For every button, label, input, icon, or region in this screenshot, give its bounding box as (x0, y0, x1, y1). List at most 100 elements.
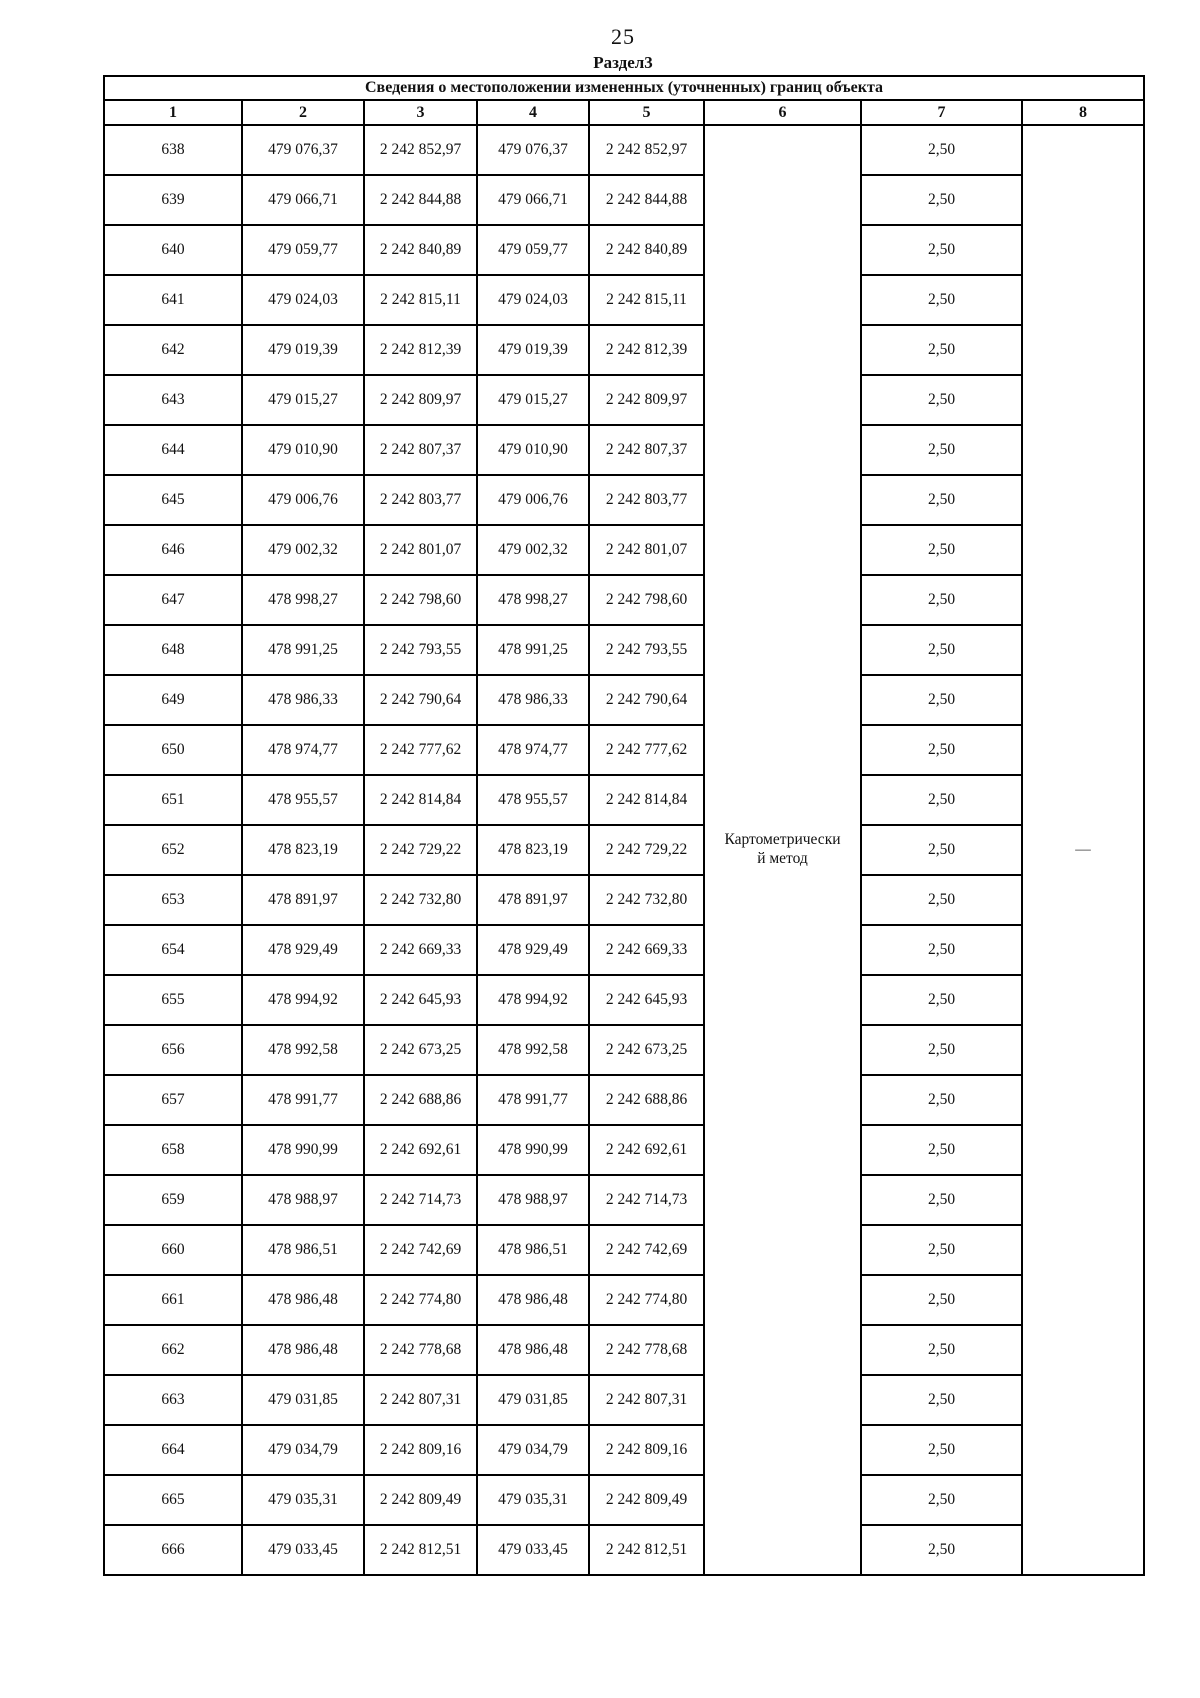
table-row: 652 478 823,19 2 242 729,22 478 823,19 2 242… (103, 824, 1144, 876)
point-number-cell: 645 (103, 474, 243, 526)
accuracy-cell: 2,50 (860, 1074, 1023, 1126)
column-number-4: 4 (476, 99, 590, 126)
point-number-cell: 655 (103, 974, 243, 1026)
y-updated-cell: 2 242 803,77 (588, 474, 705, 526)
y-updated-cell: 2 242 645,93 (588, 974, 705, 1026)
y-updated-cell: 2 242 844,88 (588, 174, 705, 226)
accuracy-cell: 2,50 (860, 274, 1023, 326)
x-existing-cell: 478 990,99 (241, 1124, 365, 1176)
x-updated-cell: 478 998,27 (476, 574, 590, 626)
y-existing-cell: 2 242 807,37 (363, 424, 478, 476)
y-existing-cell: 2 242 809,16 (363, 1424, 478, 1476)
accuracy-cell: 2,50 (860, 1374, 1023, 1426)
x-updated-cell: 479 033,45 (476, 1524, 590, 1576)
y-updated-cell: 2 242 673,25 (588, 1024, 705, 1076)
table-row: 664 479 034,79 2 242 809,16 479 034,79 2 242… (103, 1424, 1144, 1476)
table-row: 656 478 992,58 2 242 673,25 478 992,58 2 242… (103, 1024, 1144, 1076)
x-updated-cell: 478 991,77 (476, 1074, 590, 1126)
x-existing-cell: 478 992,58 (241, 1024, 365, 1076)
y-existing-cell: 2 242 742,69 (363, 1224, 478, 1276)
point-number-cell: 666 (103, 1524, 243, 1576)
y-updated-cell: 2 242 777,62 (588, 724, 705, 776)
accuracy-cell: 2,50 (860, 1174, 1023, 1226)
y-existing-cell: 2 242 688,86 (363, 1074, 478, 1126)
accuracy-cell: 2,50 (860, 374, 1023, 426)
y-updated-cell: 2 242 812,39 (588, 324, 705, 376)
x-existing-cell: 478 991,77 (241, 1074, 365, 1126)
table-row: 645 479 006,76 2 242 803,77 479 006,76 2 242… (103, 474, 1144, 526)
point-number-cell: 638 (103, 124, 243, 176)
x-existing-cell: 479 033,45 (241, 1524, 365, 1576)
y-updated-cell: 2 242 714,73 (588, 1174, 705, 1226)
accuracy-cell: 2,50 (860, 474, 1023, 526)
y-updated-cell: 2 242 812,51 (588, 1524, 705, 1576)
table-row: 658 478 990,99 2 242 692,61 478 990,99 2 242… (103, 1124, 1144, 1176)
y-existing-cell: 2 242 798,60 (363, 574, 478, 626)
x-updated-cell: 479 024,03 (476, 274, 590, 326)
page-header: 25 Раздел3 (103, 24, 1143, 73)
boundary-table-body: 638 479 076,37 2 242 852,97 479 076,37 2 242… (103, 124, 1146, 1576)
y-existing-cell: 2 242 801,07 (363, 524, 478, 576)
x-updated-cell: 478 992,58 (476, 1024, 590, 1076)
x-existing-cell: 479 031,85 (241, 1374, 365, 1426)
table-row: 663 479 031,85 2 242 807,31 479 031,85 2 242… (103, 1374, 1144, 1426)
x-updated-cell: 479 019,39 (476, 324, 590, 376)
table-row: 641 479 024,03 2 242 815,11 479 024,03 2 242… (103, 274, 1144, 326)
table-row: 659 478 988,97 2 242 714,73 478 988,97 2 242… (103, 1174, 1144, 1226)
table-row: 661 478 986,48 2 242 774,80 478 986,48 2 242… (103, 1274, 1144, 1326)
x-updated-cell: 478 823,19 (476, 824, 590, 876)
x-existing-cell: 478 929,49 (241, 924, 365, 976)
y-existing-cell: 2 242 812,51 (363, 1524, 478, 1576)
y-updated-cell: 2 242 852,97 (588, 124, 705, 176)
x-updated-cell: 479 034,79 (476, 1424, 590, 1476)
point-number-cell: 639 (103, 174, 243, 226)
x-updated-cell: 478 986,48 (476, 1324, 590, 1376)
point-number-cell: 653 (103, 874, 243, 926)
x-updated-cell: 478 986,48 (476, 1274, 590, 1326)
x-existing-cell: 478 955,57 (241, 774, 365, 826)
column-number-6: 6 (703, 99, 862, 126)
point-number-cell: 651 (103, 774, 243, 826)
y-existing-cell: 2 242 774,80 (363, 1274, 478, 1326)
point-number-cell: 644 (103, 424, 243, 476)
y-existing-cell: 2 242 852,97 (363, 124, 478, 176)
table-row: 662 478 986,48 2 242 778,68 478 986,48 2 242… (103, 1324, 1144, 1376)
table-row: 666 479 033,45 2 242 812,51 479 033,45 2 242… (103, 1524, 1144, 1576)
method-cell: Картометрически й метод (703, 124, 862, 1576)
document-page: 25 Раздел3 Сведения о местоположении изм… (102, 24, 1146, 1576)
point-number-cell: 662 (103, 1324, 243, 1376)
accuracy-cell: 2,50 (860, 824, 1023, 876)
x-existing-cell: 479 010,90 (241, 424, 365, 476)
point-number-cell: 665 (103, 1474, 243, 1526)
y-updated-cell: 2 242 742,69 (588, 1224, 705, 1276)
y-updated-cell: 2 242 809,97 (588, 374, 705, 426)
x-existing-cell: 479 002,32 (241, 524, 365, 576)
y-existing-cell: 2 242 673,25 (363, 1024, 478, 1076)
accuracy-cell: 2,50 (860, 1024, 1023, 1076)
y-updated-cell: 2 242 809,16 (588, 1424, 705, 1476)
point-number-cell: 648 (103, 624, 243, 676)
y-updated-cell: 2 242 688,86 (588, 1074, 705, 1126)
x-existing-cell: 478 986,48 (241, 1274, 365, 1326)
accuracy-cell: 2,50 (860, 1424, 1023, 1476)
y-existing-cell: 2 242 815,11 (363, 274, 478, 326)
x-existing-cell: 479 019,39 (241, 324, 365, 376)
table-row: 654 478 929,49 2 242 669,33 478 929,49 2 242… (103, 924, 1144, 976)
point-number-cell: 650 (103, 724, 243, 776)
accuracy-cell: 2,50 (860, 1474, 1023, 1526)
point-number-cell: 660 (103, 1224, 243, 1276)
x-updated-cell: 478 991,25 (476, 624, 590, 676)
table-row: 647 478 998,27 2 242 798,60 478 998,27 2 242… (103, 574, 1144, 626)
table-row: 640 479 059,77 2 242 840,89 479 059,77 2 242… (103, 224, 1144, 276)
point-number-cell: 657 (103, 1074, 243, 1126)
y-updated-cell: 2 242 774,80 (588, 1274, 705, 1326)
table-row: 650 478 974,77 2 242 777,62 478 974,77 2 242… (103, 724, 1144, 776)
table-row: 657 478 991,77 2 242 688,86 478 991,77 2 242… (103, 1074, 1144, 1126)
accuracy-cell: 2,50 (860, 574, 1023, 626)
y-updated-cell: 2 242 793,55 (588, 624, 705, 676)
x-updated-cell: 479 010,90 (476, 424, 590, 476)
y-updated-cell: 2 242 801,07 (588, 524, 705, 576)
accuracy-cell: 2,50 (860, 624, 1023, 676)
x-updated-cell: 479 002,32 (476, 524, 590, 576)
accuracy-cell: 2,50 (860, 324, 1023, 376)
